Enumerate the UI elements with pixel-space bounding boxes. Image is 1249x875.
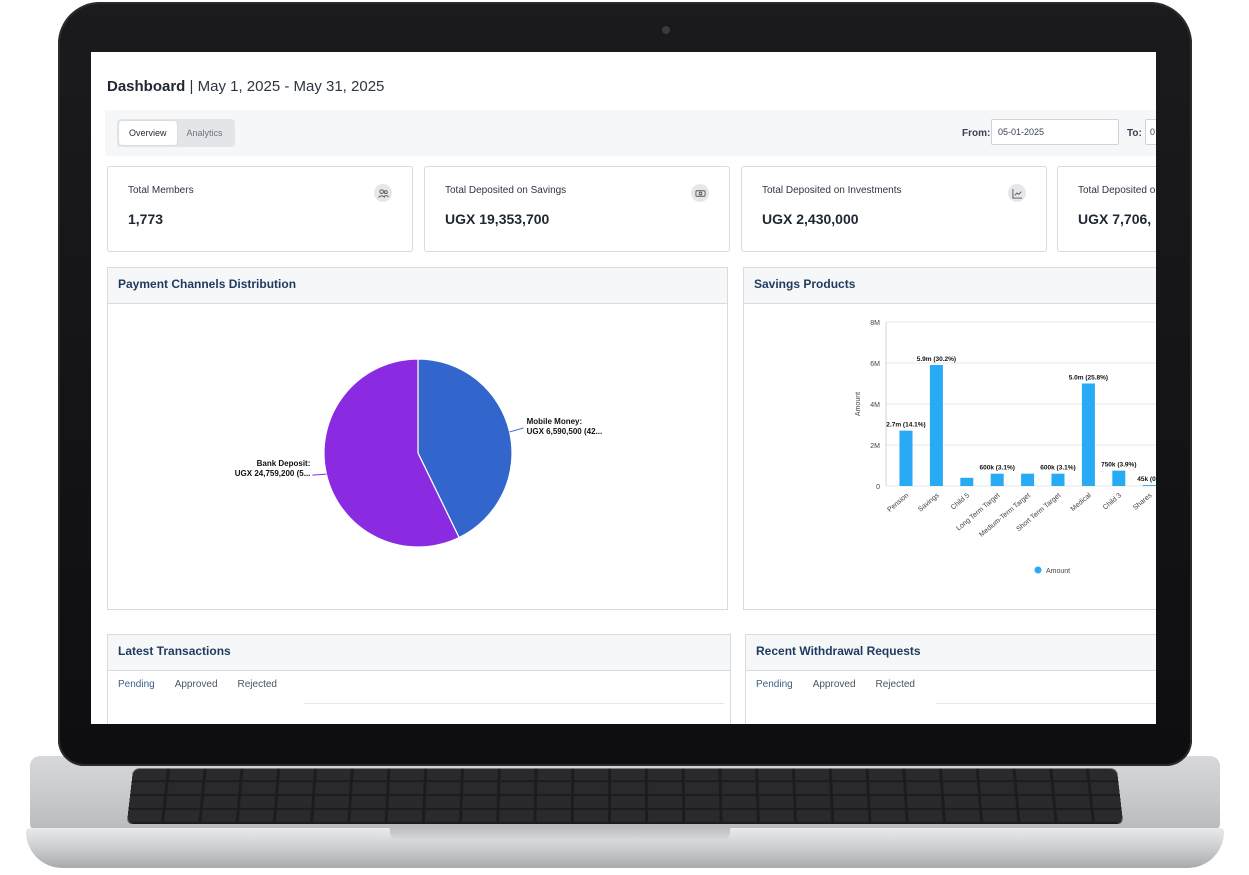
stat-value: UGX 7,706, xyxy=(1078,211,1152,227)
x-tick-label: Child 3 xyxy=(1102,492,1123,511)
data-label: 5.9m (30.2%) xyxy=(917,356,956,363)
title-separator: | xyxy=(189,78,194,95)
pie-value-mobile-money: UGX 6,590,500 (42... xyxy=(527,427,603,436)
legend-marker xyxy=(1034,566,1042,574)
stat-label: Total Deposited on Savings xyxy=(445,185,567,196)
panel-title: Payment Channels Distribution xyxy=(108,268,727,304)
tab-pending[interactable]: Pending xyxy=(118,679,155,690)
cash-icon xyxy=(691,184,709,202)
tab-pending[interactable]: Pending xyxy=(756,679,793,690)
pie-label-mobile-money: Mobile Money: xyxy=(527,417,583,426)
withdrawal-requests-panel: Recent Withdrawal Requests Pending Appro… xyxy=(745,634,1156,724)
pie-label-bank-deposit: Bank Deposit: xyxy=(257,459,311,468)
x-tick-label: Pension xyxy=(886,492,910,514)
tabs-divider xyxy=(936,703,1156,704)
to-date-input[interactable]: 0 xyxy=(1145,119,1156,145)
tabs-divider xyxy=(304,703,724,704)
payment-channels-panel: Payment Channels Distribution Mobile Mon… xyxy=(107,267,728,610)
pie-label-leader-mobile-money xyxy=(509,427,524,433)
stat-card-investments: Total Deposited on Investments UGX 2,430… xyxy=(741,166,1047,252)
bar-child-5[interactable] xyxy=(960,477,974,486)
panel-title: Savings Products xyxy=(744,268,1156,304)
laptop-opening-notch xyxy=(390,828,730,840)
transactions-tabs: Pending Approved Rejected xyxy=(118,679,297,690)
x-tick-label: Medium-Term Target xyxy=(978,492,1032,539)
tab-overview[interactable]: Overview xyxy=(119,121,177,145)
tab-approved[interactable]: Approved xyxy=(812,679,856,690)
data-label: 2.7m (14.1%) xyxy=(886,422,925,429)
y-tick-label: 6M xyxy=(870,361,880,368)
bar-child-3[interactable] xyxy=(1112,470,1126,486)
x-tick-label: Shares xyxy=(1132,492,1154,512)
y-axis-label: Amount xyxy=(855,392,862,416)
x-tick-label: Medical xyxy=(1070,492,1093,513)
view-tabs: Overview Analytics xyxy=(117,119,235,147)
from-date-input[interactable]: 05-01-2025 xyxy=(991,119,1119,145)
bar-savings[interactable] xyxy=(929,365,943,486)
y-tick-label: 8M xyxy=(870,320,880,327)
data-label: 45k (0.2 xyxy=(1137,476,1156,483)
bar-shares[interactable] xyxy=(1142,485,1156,486)
payment-channels-pie-chart: Mobile Money:UGX 6,590,500 (42... Bank De… xyxy=(235,358,603,548)
data-label: 600k (3.1%) xyxy=(1040,465,1075,472)
page-title: Dashboard | May 1, 2025 - May 31, 2025 xyxy=(107,78,384,95)
members-icon xyxy=(374,184,392,202)
bar-long-term-target[interactable] xyxy=(990,473,1004,486)
tab-rejected[interactable]: Rejected xyxy=(237,679,277,690)
pie-slice-mobile-money[interactable] xyxy=(417,358,513,539)
panel-title: Recent Withdrawal Requests xyxy=(746,635,1156,671)
toolbar: Overview Analytics From: 05-01-2025 To: … xyxy=(105,110,1156,156)
stat-card-savings: Total Deposited on Savings UGX 19,353,70… xyxy=(424,166,730,252)
bar-pension[interactable] xyxy=(899,430,913,486)
page-title-text: Dashboard xyxy=(107,78,186,95)
laptop-keyboard xyxy=(126,768,1124,824)
panel-title: Latest Transactions xyxy=(108,635,730,671)
tab-rejected[interactable]: Rejected xyxy=(875,679,915,690)
data-label: 750k (3.9%) xyxy=(1101,462,1136,469)
stat-label: Total Members xyxy=(128,185,194,196)
savings-products-bar-chart: 0 2M 4M 6M 8M Amount 2.7m (14.1%) Pension 5.9m (… xyxy=(855,320,1156,575)
bar-medium-term-target[interactable] xyxy=(1021,473,1035,486)
webcam-icon xyxy=(662,26,670,34)
tab-analytics[interactable]: Analytics xyxy=(186,128,223,138)
y-tick-label: 0 xyxy=(876,484,880,491)
data-label: 5.0m (25.8%) xyxy=(1069,375,1108,382)
y-tick-label: 4M xyxy=(870,402,880,409)
pie-label-leader-bank-deposit xyxy=(312,473,327,476)
latest-transactions-panel: Latest Transactions Pending Approved Rej… xyxy=(107,634,731,724)
date-range: May 1, 2025 - May 31, 2025 xyxy=(197,78,385,95)
stat-label: Total Deposited o xyxy=(1078,185,1156,196)
withdrawal-tabs: Pending Approved Rejected xyxy=(756,679,935,690)
stat-card-total-members: Total Members 1,773 xyxy=(107,166,413,252)
bar-medical[interactable] xyxy=(1081,383,1095,487)
trend-chart-icon xyxy=(1008,184,1026,202)
stat-value: 1,773 xyxy=(128,211,164,227)
data-label: 600k (3.1%) xyxy=(979,465,1014,472)
stat-value: UGX 19,353,700 xyxy=(445,211,550,227)
x-tick-label: Child 5 xyxy=(950,492,971,511)
savings-products-panel: Savings Products 0 2M 4M 6M 8M Amount 2.7m (14… xyxy=(743,267,1156,610)
pie-value-bank-deposit: UGX 24,759,200 (5... xyxy=(235,469,311,478)
stat-card-other: Total Deposited o UGX 7,706, xyxy=(1057,166,1156,252)
y-tick-label: 2M xyxy=(870,443,880,450)
screen: Dashboard | May 1, 2025 - May 31, 2025 O… xyxy=(91,52,1156,724)
to-label: To: xyxy=(1127,128,1142,139)
stat-value: UGX 2,430,000 xyxy=(762,211,859,227)
stat-label: Total Deposited on Investments xyxy=(762,185,902,196)
x-tick-label: Savings xyxy=(917,492,941,514)
tab-approved[interactable]: Approved xyxy=(174,679,218,690)
bar-short-term-target[interactable] xyxy=(1051,473,1065,486)
from-label: From: xyxy=(962,128,991,139)
legend-label: Amount xyxy=(1046,568,1070,575)
